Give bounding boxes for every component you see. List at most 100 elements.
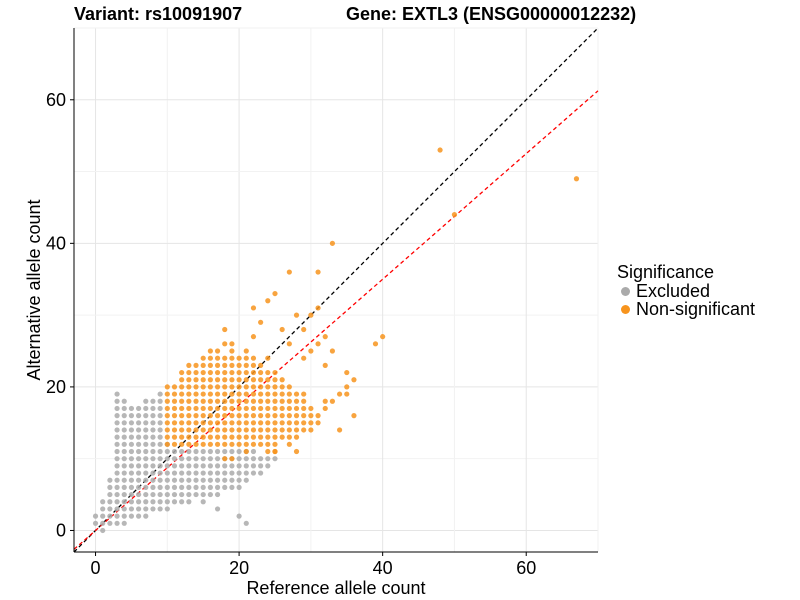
- point-non-significant-177: [265, 434, 271, 440]
- point-non-significant-265: [344, 369, 350, 376]
- point-non-significant-20: [179, 427, 185, 433]
- point-excluded-108: [150, 448, 156, 455]
- point-excluded-79: [136, 427, 142, 433]
- point-non-significant-63: [200, 369, 206, 376]
- point-excluded-105: [150, 470, 156, 476]
- point-non-significant-135: [243, 441, 249, 447]
- point-excluded-138: [164, 470, 170, 476]
- point-non-significant-170: [258, 391, 264, 397]
- point-excluded-47: [121, 420, 127, 426]
- point-non-significant-267: [351, 413, 357, 419]
- point-excluded-13: [107, 477, 113, 483]
- point-non-significant-66: [207, 441, 213, 447]
- point-excluded-132: [157, 391, 163, 397]
- point-non-significant-229: [301, 398, 307, 404]
- point-non-significant-62: [200, 377, 206, 383]
- point-non-significant-130: [236, 384, 242, 390]
- point-non-significant-51: [193, 369, 199, 376]
- point-non-significant-159: [250, 369, 257, 376]
- point-non-significant-219: [293, 427, 300, 433]
- point-excluded-68: [136, 506, 142, 512]
- point-excluded-61: [128, 441, 135, 447]
- point-excluded-33: [121, 520, 127, 526]
- point-non-significant-251: [286, 269, 292, 275]
- point-non-significant-118: [229, 369, 235, 376]
- point-non-significant-256: [308, 312, 314, 318]
- point-non-significant-153: [250, 413, 257, 419]
- point-excluded-124: [157, 448, 163, 455]
- point-non-significant-201: [279, 427, 285, 433]
- point-non-significant-71: [207, 405, 213, 412]
- point-non-significant-101: [222, 391, 228, 397]
- point-excluded-78: [136, 434, 142, 440]
- point-excluded-81: [136, 413, 142, 419]
- point-non-significant-221: [293, 413, 300, 419]
- point-excluded-104: [150, 477, 156, 483]
- point-non-significant-176: [265, 441, 271, 447]
- point-non-significant-53: [200, 441, 206, 447]
- point-excluded-187: [207, 456, 213, 462]
- point-non-significant-270: [437, 147, 443, 153]
- point-excluded-93: [143, 441, 149, 447]
- point-non-significant-276: [222, 456, 228, 462]
- point-non-significant-158: [250, 377, 257, 383]
- point-excluded-193: [214, 470, 221, 476]
- point-excluded-165: [186, 456, 192, 462]
- point-non-significant-157: [250, 384, 257, 390]
- point-excluded-197: [222, 484, 228, 490]
- x-axis-label: Reference allele count: [246, 578, 425, 598]
- point-excluded-191: [214, 484, 221, 490]
- point-non-significant-100: [222, 398, 228, 404]
- point-excluded-188: [207, 448, 213, 455]
- point-non-significant-65: [200, 355, 206, 361]
- point-non-significant-255: [308, 348, 314, 354]
- point-non-significant-228: [301, 405, 307, 412]
- point-non-significant-203: [279, 413, 285, 419]
- point-excluded-228: [265, 456, 271, 462]
- point-non-significant-121: [229, 341, 235, 347]
- point-non-significant-216: [286, 391, 292, 397]
- point-excluded-107: [150, 456, 156, 462]
- point-non-significant-277: [293, 448, 300, 455]
- point-excluded-48: [121, 413, 127, 419]
- point-non-significant-111: [229, 420, 235, 426]
- point-excluded-167: [193, 491, 199, 498]
- point-excluded-131: [157, 398, 163, 404]
- x-tick-label-20: 20: [229, 558, 249, 578]
- point-excluded-147: [171, 470, 178, 476]
- point-excluded-126: [157, 434, 163, 440]
- point-non-significant-131: [236, 377, 242, 383]
- point-excluded-28: [114, 420, 120, 426]
- point-excluded-217: [243, 463, 249, 469]
- point-excluded-169: [193, 477, 199, 483]
- axis-ticks: 0 20 40 60 0 20 40 60: [46, 90, 536, 578]
- point-excluded-174: [200, 499, 206, 505]
- point-excluded-86: [143, 491, 149, 498]
- point-excluded-210: [236, 477, 242, 483]
- point-excluded-91: [143, 456, 149, 462]
- y-tick-label-60: 60: [46, 90, 66, 110]
- point-non-significant-56: [200, 420, 206, 426]
- point-excluded-185: [207, 470, 213, 476]
- point-excluded-200: [222, 463, 228, 469]
- point-excluded-128: [157, 420, 163, 426]
- point-excluded-123: [157, 456, 163, 462]
- point-excluded-186: [207, 463, 213, 469]
- point-non-significant-22: [179, 413, 185, 419]
- point-non-significant-189: [272, 441, 278, 447]
- point-excluded-227: [265, 463, 271, 469]
- point-non-significant-155: [250, 398, 257, 404]
- point-non-significant-268: [372, 341, 379, 347]
- point-non-significant-88: [214, 384, 221, 390]
- point-non-significant-156: [250, 391, 257, 397]
- point-non-significant-127: [236, 405, 242, 412]
- point-excluded-16: [114, 506, 120, 512]
- point-non-significant-105: [222, 362, 228, 368]
- point-non-significant-258: [315, 341, 321, 347]
- point-non-significant-193: [272, 413, 278, 419]
- point-non-significant-134: [236, 355, 242, 361]
- point-excluded-218: [243, 456, 249, 462]
- point-non-significant-84: [214, 413, 221, 419]
- point-excluded-35: [121, 506, 127, 512]
- point-non-significant-169: [258, 398, 264, 404]
